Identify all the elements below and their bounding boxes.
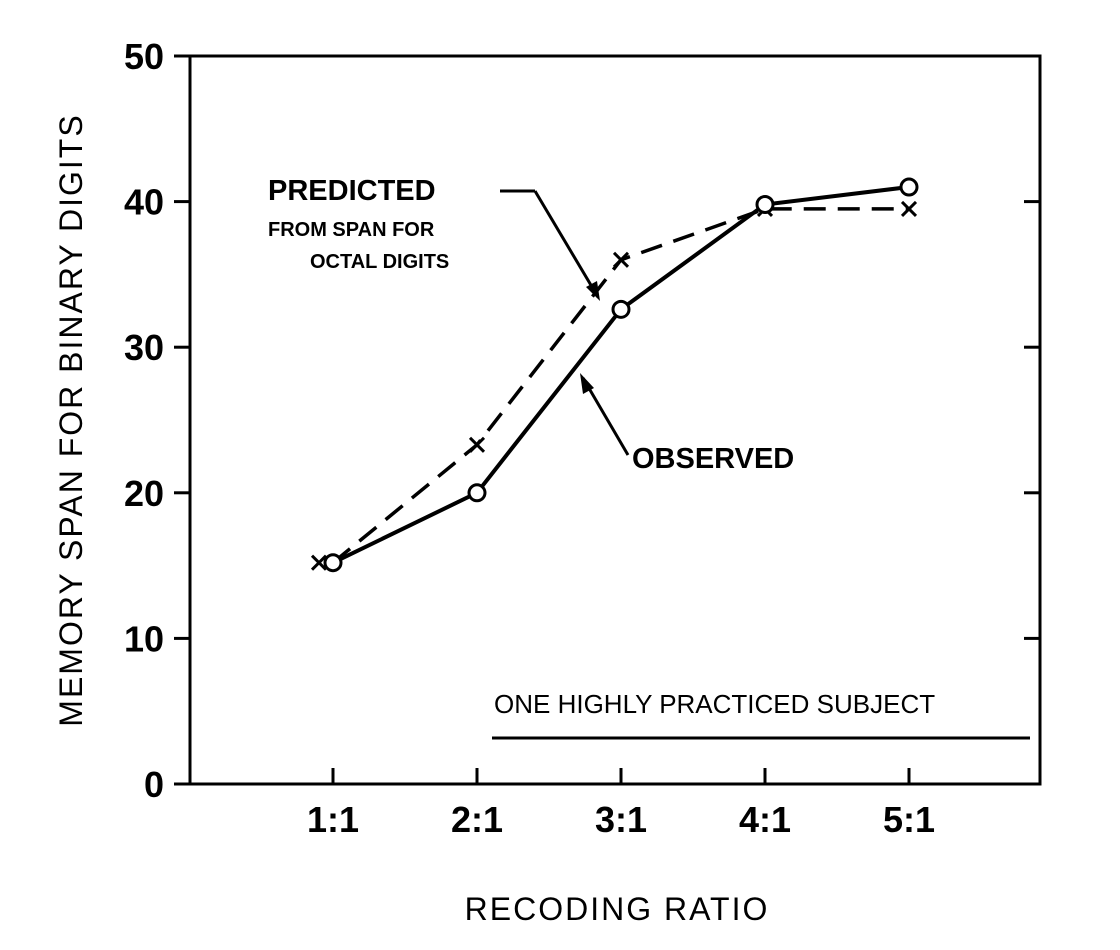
y-tick-label: 0 [144, 764, 164, 805]
x-tick-label: 5:1 [883, 799, 935, 840]
data-point-observed [323, 553, 343, 573]
y-axis: 0 10 20 30 40 50 [124, 36, 1040, 805]
y-tick-label: 50 [124, 36, 164, 77]
y-tick-label: 10 [124, 618, 164, 659]
annotation-observed-arrow [581, 377, 630, 456]
y-axis-title: MEMORY SPAN FOR BINARY DIGITS [53, 113, 89, 726]
data-point-observed [755, 195, 775, 215]
annotation-predicted-arrow [533, 190, 600, 298]
x-tick-label: 4:1 [739, 799, 791, 840]
data-point-observed [899, 177, 919, 197]
annotation-observed-arrowhead [580, 373, 594, 394]
markers-observed [323, 177, 919, 573]
annotation-predicted-arrowhead [586, 281, 600, 301]
y-tick-label: 40 [124, 182, 164, 223]
data-point-predicted [612, 251, 630, 268]
annotation-predicted-line1: FROM SPAN FOR [268, 219, 435, 241]
x-axis-title: RECODING RATIO [465, 891, 770, 927]
data-point-predicted [310, 554, 328, 571]
annotation-observed: OBSERVED [632, 443, 794, 475]
annotation-predicted-line2: OCTAL DIGITS [310, 251, 449, 273]
data-point-predicted [900, 200, 918, 217]
x-tick-label: 2:1 [451, 799, 503, 840]
data-point-observed [467, 483, 487, 503]
data-point-observed [611, 299, 631, 319]
series-line-observed [332, 185, 910, 565]
plot-frame [188, 54, 1042, 786]
data-point-predicted [468, 436, 486, 453]
y-tick-label: 30 [124, 327, 164, 368]
x-tick-label: 1:1 [307, 799, 359, 840]
x-axis: 1:1 2:1 3:1 4:1 5:1 [307, 768, 935, 840]
annotation-predicted-title: PREDICTED [268, 175, 436, 207]
y-tick-label: 20 [124, 473, 164, 514]
annotation-note: ONE HIGHLY PRACTICED SUBJECT [494, 689, 935, 719]
x-tick-label: 3:1 [595, 799, 647, 840]
